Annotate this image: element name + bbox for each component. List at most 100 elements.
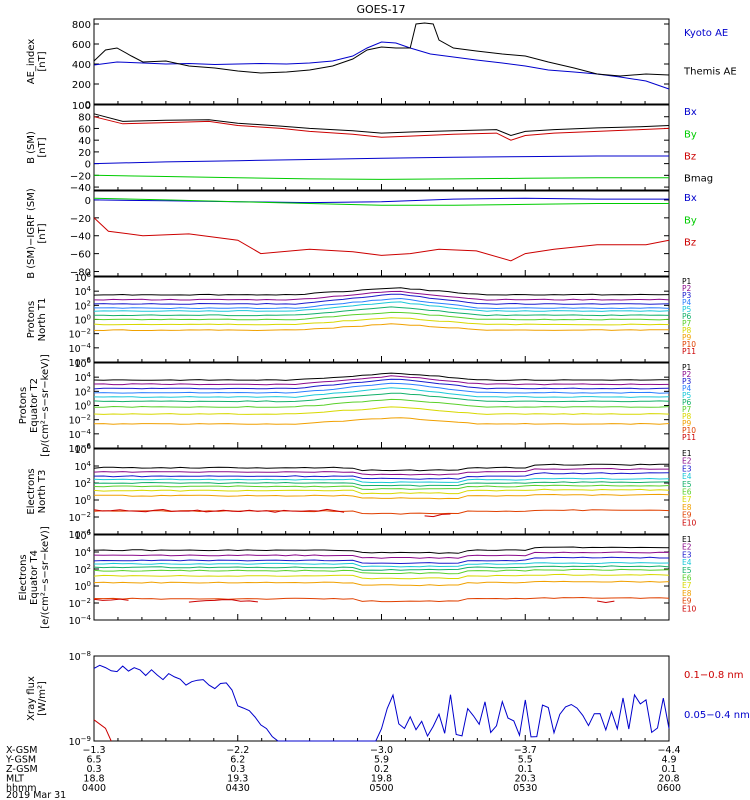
channel-line-P7 — [94, 398, 670, 408]
y-axis-label-line: AE_index — [26, 39, 37, 85]
x-axis-value: 0.3 — [230, 764, 245, 775]
x-axis-value: −3.0 — [370, 745, 393, 756]
channel-label: P9 — [682, 419, 692, 428]
y-axis-label-line: North T1 — [37, 298, 48, 342]
series-line-by — [93, 197, 669, 206]
x-axis-value: 5.9 — [374, 755, 389, 766]
x-axis-value: 19.3 — [227, 774, 248, 785]
y-tick-label: −60 — [70, 250, 91, 261]
y-axis-label-line: Electrons — [26, 468, 37, 514]
y-tick-label: 100 — [74, 314, 91, 327]
y-axis-label: AE_index [nT] — [26, 39, 48, 85]
channel-label: E10 — [682, 518, 697, 527]
channel-line-E1 — [93, 463, 669, 472]
y-axis-label: Xray flux [W/m²] — [26, 676, 48, 721]
series-line-bmag — [93, 113, 670, 137]
channel-label: E8 — [682, 589, 692, 598]
plot-title: GOES-17 — [356, 3, 405, 16]
channel-line-fragment — [93, 598, 129, 601]
y-axis-label-line: B (SM)−IGRF (SM) — [26, 188, 37, 279]
channel-label: E10 — [682, 604, 697, 613]
plot-area — [93, 463, 670, 518]
channel-line-P4 — [93, 382, 670, 394]
channel-label: E5 — [682, 566, 692, 575]
channel-line-E9 — [93, 596, 670, 603]
channel-label: E1 — [682, 535, 692, 544]
x-axis-table: X-GSM −1.3 −2.2 −3.0 −3.7 −4.4 Y-GSM 6.5 6.2 5.9 5… — [5, 745, 681, 800]
channel-label: E2 — [682, 457, 692, 466]
channel-line-E7 — [93, 488, 670, 495]
y-tick-label: −40 — [70, 183, 91, 194]
y-tick-label: 0 — [85, 160, 91, 171]
y-tick-label: 600 — [72, 40, 91, 51]
panel-e-north: Electrons North T310−410−2100102104106E1E… — [26, 443, 697, 541]
channel-line-E6 — [93, 568, 670, 575]
channel-line-P1 — [93, 372, 669, 381]
legend-entry: Bz — [684, 237, 696, 248]
channel-line-E8 — [93, 580, 670, 587]
y-tick-label: 10−8 — [69, 650, 91, 663]
y-tick-label: 102 — [74, 385, 91, 398]
channel-label: P6 — [682, 398, 692, 407]
y-tick-label: 10−2 — [69, 328, 91, 341]
y-tick-label: 10−4 — [69, 614, 92, 627]
x-axis-row-label: hhmm — [6, 783, 37, 794]
plot-area — [93, 664, 670, 742]
xray-series-short — [93, 664, 670, 742]
y-axis-label-line: Protons — [26, 301, 37, 338]
y-tick-label: 10−6 — [69, 442, 92, 455]
x-axis-value: −4.4 — [657, 745, 680, 756]
y-tick-label: 10−9 — [69, 735, 91, 748]
y-tick-label: 10−2 — [69, 414, 91, 427]
channel-label: P5 — [682, 391, 692, 400]
panel-frame — [93, 18, 670, 105]
panel-p-equator: Protons Equator T2 [p/(cm²−s−sr−keV)] 10−61… — [18, 354, 696, 457]
y-axis-label-line: [W/m²] — [37, 681, 48, 716]
channel-label: P10 — [682, 340, 696, 349]
y-tick-label: 100 — [74, 400, 91, 413]
legend-entry: Themis AE — [683, 66, 737, 77]
panel-frame — [93, 104, 670, 191]
channel-line-fragment — [424, 513, 451, 518]
panel-frame — [93, 362, 670, 449]
legend-entry: Bx — [684, 193, 697, 204]
x-axis-value: 0400 — [82, 783, 106, 794]
plot-area — [93, 197, 670, 262]
channel-line-P4 — [94, 297, 670, 310]
x-axis-row-label: Y-GSM — [5, 755, 36, 766]
legend-entry: By — [684, 129, 697, 140]
plot-area — [93, 546, 670, 604]
x-axis-value: −3.7 — [514, 745, 537, 756]
channel-line-E4 — [93, 477, 670, 484]
channel-label: E8 — [682, 503, 692, 512]
x-axis-value: 0.2 — [374, 764, 389, 775]
channel-label: P1 — [682, 277, 692, 286]
y-tick-label: 100 — [74, 580, 91, 593]
channel-label: E5 — [682, 480, 692, 489]
series-line-by — [93, 174, 669, 180]
y-tick-label: −20 — [70, 214, 91, 225]
channel-label: P10 — [682, 426, 696, 435]
y-axis-label: B (SM)−IGRF (SM) [nT] — [26, 188, 48, 279]
channel-label: P11 — [682, 433, 696, 442]
y-tick-label: 10−2 — [69, 511, 91, 524]
x-axis-value: −2.2 — [226, 745, 249, 756]
legend-entry: Kyoto AE — [684, 28, 728, 39]
y-axis-label: Protons North T1 — [26, 298, 48, 342]
y-axis-label-line: B (SM) — [26, 131, 37, 164]
channel-line-P8 — [93, 317, 670, 326]
channel-label: P3 — [682, 377, 692, 386]
channel-label: P7 — [682, 405, 692, 414]
channel-line-E5 — [93, 565, 670, 571]
channel-label: E4 — [682, 472, 692, 481]
y-axis-label-line: Xray flux — [26, 676, 37, 721]
channel-label: E6 — [682, 574, 692, 583]
y-axis-label: Electrons Equator T4 [e/(cm²−s−sr−keV)] — [18, 526, 51, 629]
y-tick-label: 200 — [72, 80, 91, 91]
x-axis-value: 20.8 — [658, 774, 679, 785]
y-axis-label-line: [nT] — [37, 51, 48, 71]
channel-label: P7 — [682, 319, 692, 328]
plot-area — [93, 372, 670, 425]
